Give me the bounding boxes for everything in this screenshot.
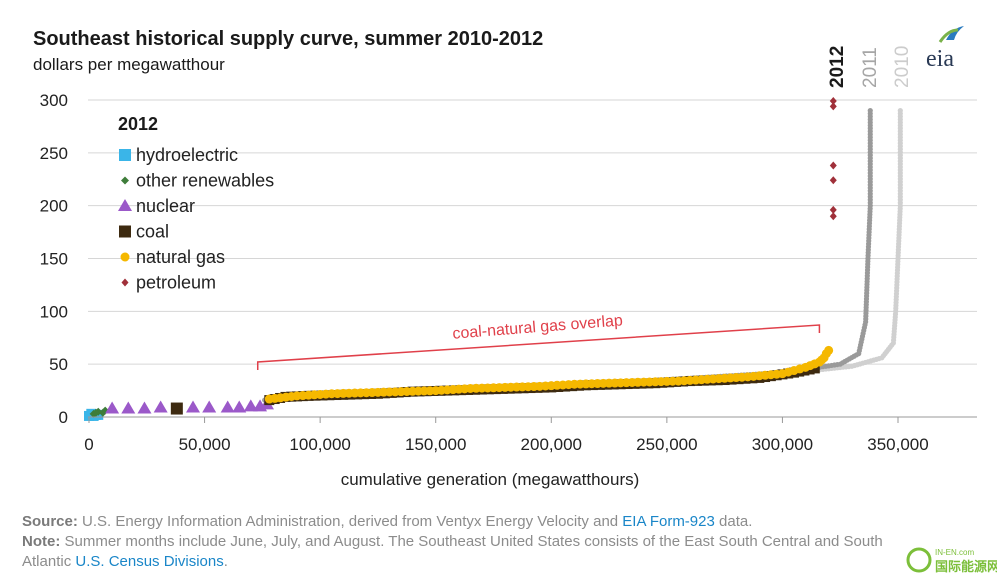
point-other-renewables-4 [91, 408, 100, 417]
point-nuclear-4 [186, 400, 201, 413]
x-tick-label-300000: 300,000 [752, 435, 813, 454]
point-petroleum-2 [829, 176, 837, 185]
x-tick-label-100000: 100,000 [289, 435, 350, 454]
year-label-2011: 2011 [860, 47, 881, 88]
chart-title: Southeast historical supply curve, summe… [33, 28, 544, 50]
y-tick-label-200: 200 [40, 197, 68, 216]
y-tick-label-50: 50 [49, 355, 68, 374]
legend-marker-nuclear [118, 199, 132, 211]
y-tick-label-0: 0 [59, 408, 68, 427]
point-petroleum-5 [829, 97, 837, 106]
eia-logo: eia [926, 26, 964, 70]
x-tick-label-50000: 50,000 [179, 435, 231, 454]
source-end: data. [714, 513, 753, 530]
watermark-subtext: IN-EN.com [935, 548, 974, 557]
gridlines [88, 99, 977, 365]
legend-marker-petroleum [121, 278, 129, 287]
point-petroleum-4 [829, 102, 837, 111]
point-nuclear-1 [121, 401, 136, 414]
point-nuclear-5 [202, 400, 217, 413]
point-petroleum-3 [829, 161, 837, 170]
note-end: . [223, 553, 228, 570]
form-923-link[interactable]: EIA Form-923 [622, 513, 715, 530]
legend-marker-natural-gas [120, 252, 130, 262]
overlap-label: coal-natural gas overlap [452, 312, 624, 342]
y-tick-label-300: 300 [40, 91, 68, 110]
point-2011-287 [867, 107, 873, 114]
legend-title: 2012 [118, 114, 158, 134]
legend-label-other-renewables: other renewables [136, 171, 274, 191]
overlap-bracket [256, 324, 821, 370]
point-petroleum-1 [829, 205, 837, 214]
annotations: coal-natural gas overlap [256, 312, 821, 370]
source-text: U.S. Energy Information Administration, … [77, 513, 623, 530]
legend: 2012 hydroelectric other renewables nuclear… [118, 114, 274, 293]
y-tick-label-150: 150 [40, 250, 68, 269]
point-nuclear-2 [137, 401, 152, 414]
y-tick-label-250: 250 [40, 144, 68, 163]
point-nuclear-3 [153, 400, 168, 413]
legend-marker-other-renewables [121, 176, 129, 185]
note-label: Note: [22, 533, 61, 550]
legend-marker-hydroelectric [119, 149, 131, 161]
year-label-2010: 2010 [892, 46, 913, 88]
x-tick-label-200000: 200,000 [521, 435, 582, 454]
point-coal-first [170, 402, 183, 415]
axes: 0 50 100 150 200 250 300 0 50,000 100,000 150,000 2… [40, 46, 977, 489]
census-divisions-link[interactable]: U.S. Census Divisions [75, 553, 224, 570]
point-petroleum-0 [829, 212, 837, 221]
x-tick-label-0: 0 [84, 435, 93, 454]
point-nuclear-7 [232, 400, 247, 413]
x-tick-label-150000: 150,000 [405, 435, 466, 454]
y-tick-label-100: 100 [40, 302, 68, 321]
legend-label-coal: coal [136, 222, 169, 242]
source-label: Source: [22, 513, 78, 530]
x-axis-label: cumulative generation (megawatthours) [341, 470, 640, 489]
point-nuclear-6 [220, 400, 235, 413]
series-layer [84, 97, 903, 421]
legend-label-nuclear: nuclear [136, 196, 195, 216]
point-2010-295 [897, 107, 903, 114]
legend-label-hydroelectric: hydroelectric [136, 145, 238, 165]
footer: Source: U.S. Energy Information Administ… [22, 512, 922, 572]
watermark-text: 国际能源网 [935, 559, 997, 575]
svg-text:eia: eia [926, 46, 954, 70]
supply-curve-chart: 0 50 100 150 200 250 300 0 50,000 100,000 150,000 2… [40, 46, 977, 489]
point-natural-gas-100 [824, 345, 834, 355]
point-nuclear-0 [105, 401, 120, 414]
x-tick-label-350000: 350,000 [867, 435, 928, 454]
y-axis-unit-label: dollars per megawatthour [33, 55, 225, 74]
legend-label-natural-gas: natural gas [136, 247, 225, 267]
legend-label-petroleum: petroleum [136, 273, 216, 293]
note-text: Summer months include June, July, and Au… [22, 533, 883, 570]
point-coal-82 [809, 363, 820, 374]
watermark-logo: IN-EN.com 国际能源网 [906, 547, 997, 575]
year-label-2012: 2012 [827, 46, 848, 88]
x-tick-label-250000: 250,000 [636, 435, 697, 454]
point-nuclear-8 [243, 399, 258, 412]
legend-marker-coal [119, 225, 131, 238]
